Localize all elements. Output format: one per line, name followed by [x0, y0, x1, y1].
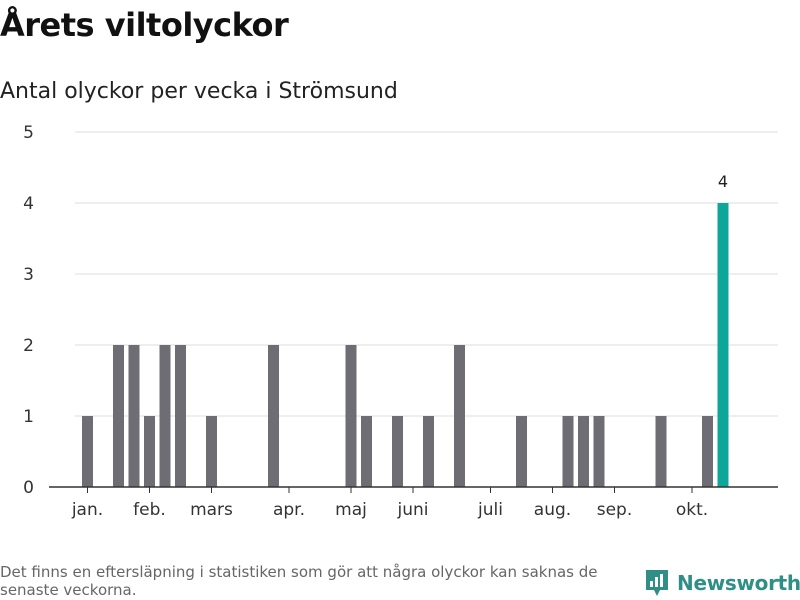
x-tick-label: feb.	[133, 500, 166, 520]
y-tick-label: 2	[23, 336, 34, 356]
y-tick-label: 1	[23, 407, 34, 427]
footnote: Det finns en eftersläpning i statistiken…	[0, 563, 598, 599]
chart-subtitle: Antal olyckor per vecka i Strömsund	[0, 79, 398, 104]
x-tick-label: mars	[190, 500, 233, 520]
chart-title: Årets viltolyckor	[0, 6, 289, 44]
bar	[516, 416, 527, 487]
bar	[128, 345, 140, 487]
y-tick-label: 3	[23, 265, 34, 285]
x-tick-label: sep.	[597, 500, 633, 520]
bar	[159, 345, 171, 487]
bar	[268, 345, 279, 487]
brand-name: Newsworthy	[677, 571, 800, 595]
x-tick-label: maj	[335, 500, 367, 520]
y-tick-label: 0	[23, 478, 34, 498]
bar	[392, 416, 403, 487]
data-label: 4	[718, 172, 728, 191]
bar	[717, 203, 729, 487]
bar	[361, 416, 372, 487]
x-tick-label: jan.	[71, 500, 103, 520]
x-tick-label: juni	[397, 500, 429, 520]
bar	[113, 345, 124, 487]
bar	[175, 345, 186, 487]
bar	[655, 416, 667, 487]
y-tick-label: 4	[23, 194, 34, 214]
bar-chart: 0 1 2 3 4 5 4 jan. feb. mars apr. maj juni juli aug. se…	[23, 123, 778, 520]
newsworthy-logo-icon	[646, 570, 668, 596]
bar	[345, 345, 357, 487]
x-tick-label: okt.	[676, 500, 708, 520]
bar	[82, 416, 93, 487]
x-tick-label: apr.	[273, 500, 305, 520]
bar	[578, 416, 589, 487]
y-tick-label: 5	[23, 123, 34, 143]
bar	[144, 416, 155, 487]
bar	[454, 345, 465, 487]
bar	[562, 416, 574, 487]
bar	[423, 416, 434, 487]
x-tick-label: aug.	[534, 500, 571, 520]
x-tick-label: juli	[477, 500, 503, 520]
bar	[702, 416, 713, 487]
brand-logo: Newsworthy	[644, 568, 800, 598]
bar	[593, 416, 605, 487]
bar	[206, 416, 217, 487]
